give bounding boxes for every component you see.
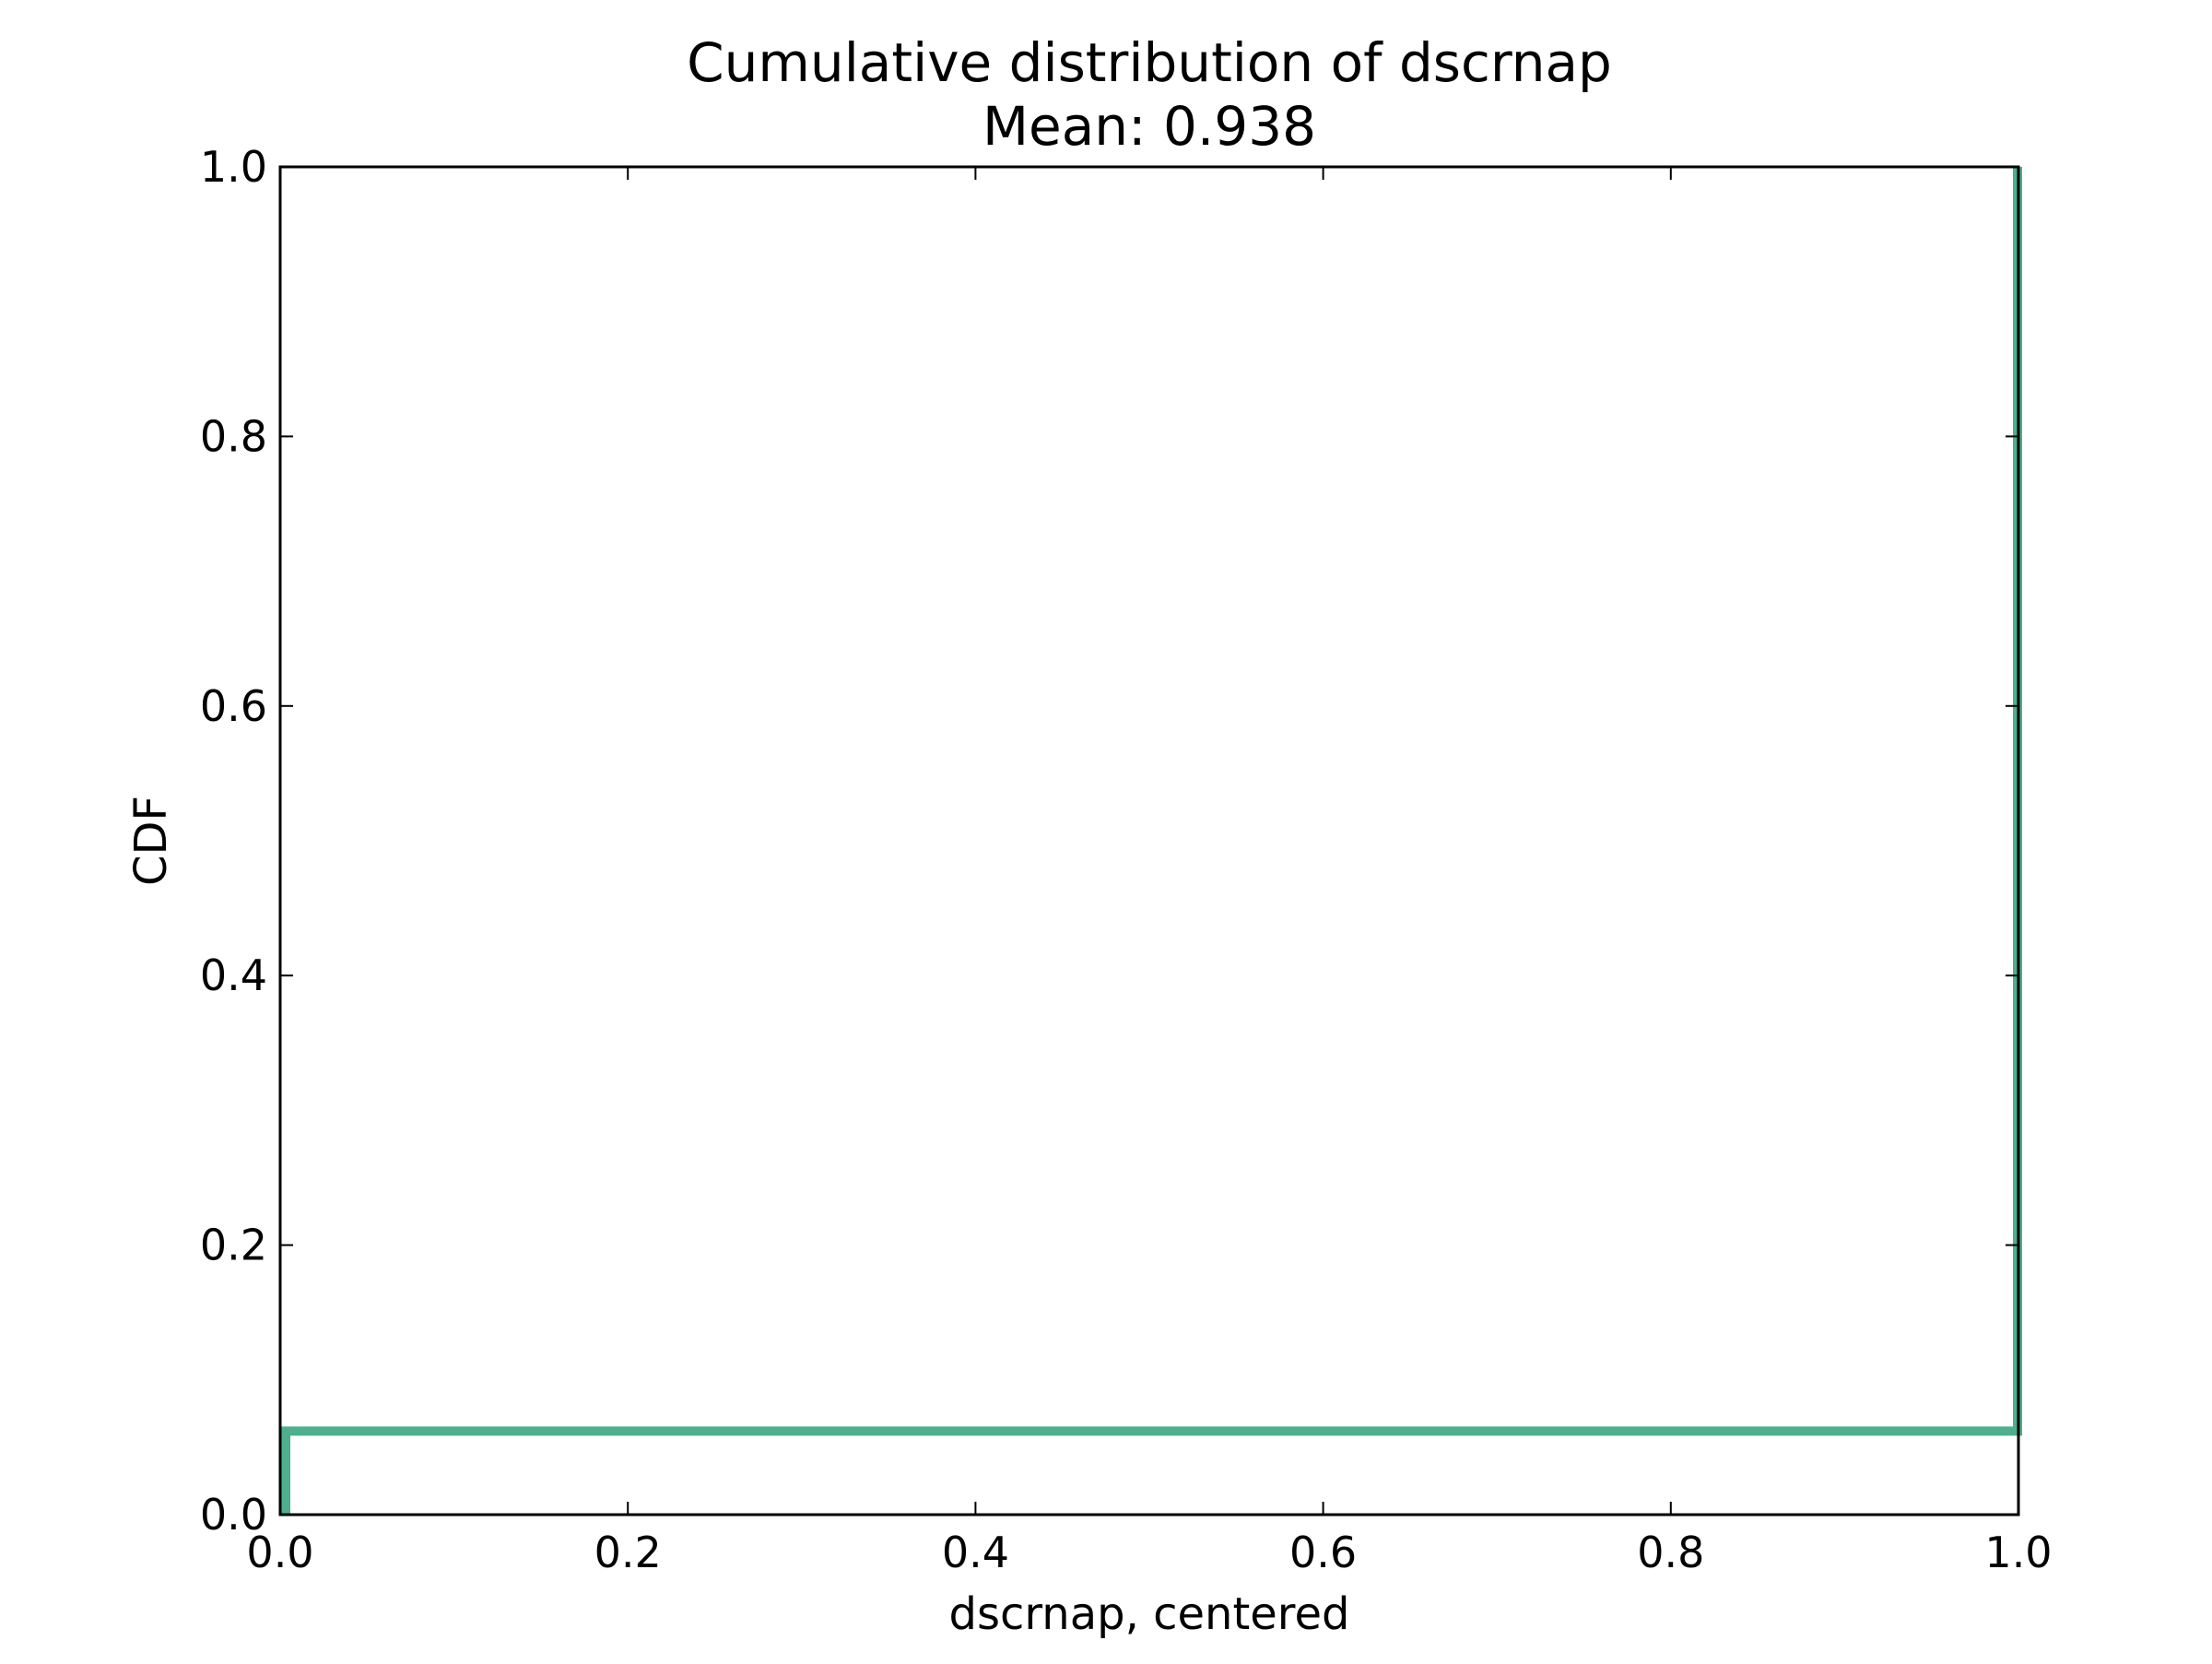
y-tick-label: 1.0 — [200, 142, 267, 192]
y-axis-label: CDF — [125, 796, 177, 886]
plot-area — [281, 167, 2022, 1515]
chart-title: Cumulative distribution of dscrnap — [687, 31, 1612, 94]
x-tick-label: 0.2 — [594, 1528, 662, 1577]
y-tick-label: 0.6 — [200, 681, 267, 731]
axis-ticks: 0.0 0.2 0.4 0.6 0.8 1.0 0.0 0.2 0.4 0.6 0.8 1.0 — [200, 142, 2053, 1577]
x-axis-label: dscrnap, centered — [949, 1588, 1350, 1640]
x-tick-label: 1.0 — [1984, 1528, 2052, 1577]
axes-frame — [278, 165, 2020, 1516]
x-tick-label: 0.6 — [1289, 1528, 1357, 1577]
y-tick-label: 0.4 — [200, 950, 267, 1000]
y-tick-label: 0.2 — [200, 1221, 267, 1270]
y-tick-label: 0.8 — [200, 411, 267, 461]
x-tick-label: 0.4 — [942, 1528, 1009, 1577]
cdf-series-line-0 — [281, 167, 2022, 1515]
chart-subtitle: Mean: 0.938 — [982, 95, 1316, 158]
x-tick-label: 0.8 — [1637, 1528, 1704, 1577]
y-tick-label: 0.0 — [200, 1490, 267, 1540]
x-tick-label: 0.0 — [246, 1528, 313, 1577]
